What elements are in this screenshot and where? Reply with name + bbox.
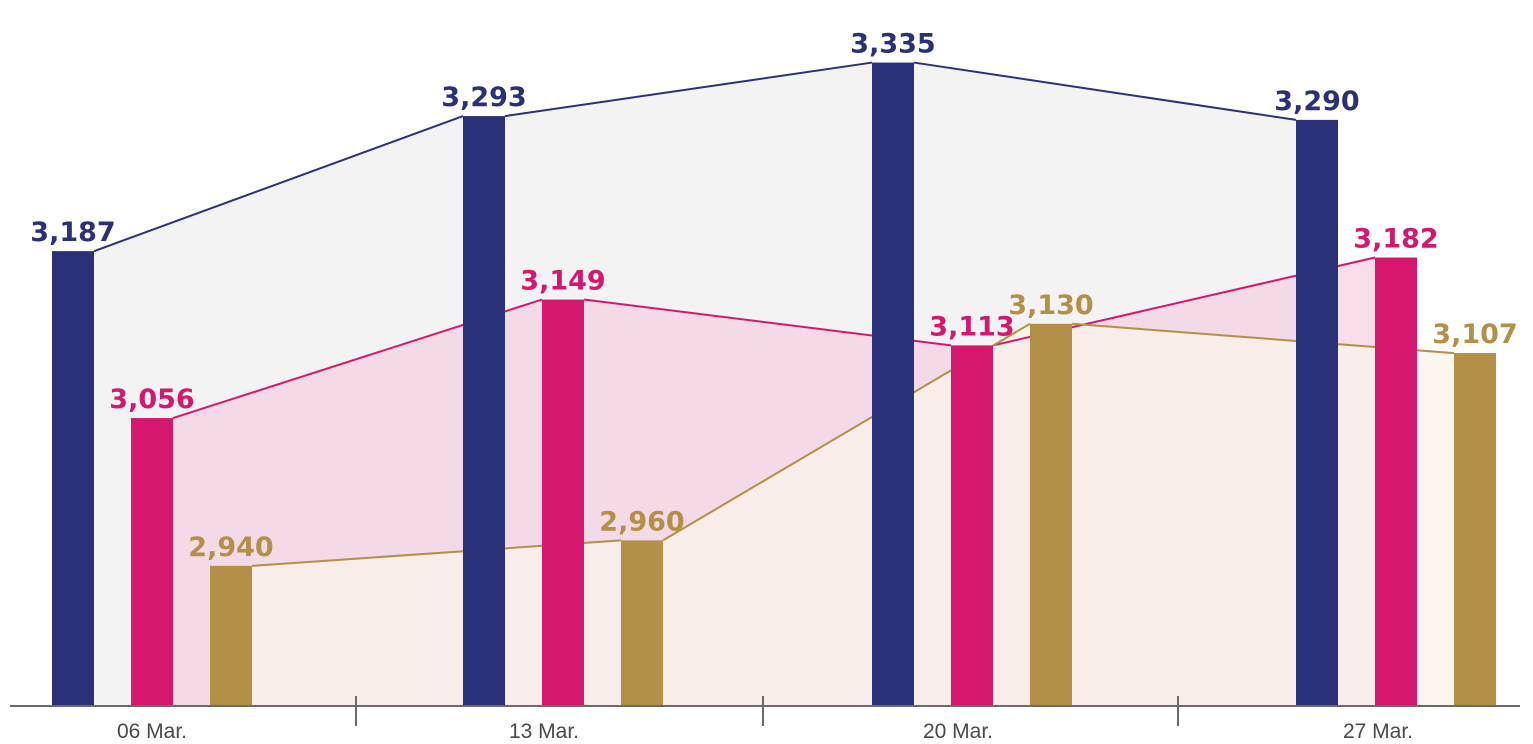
series-1-line-segment [93,115,464,253]
bar-series-3-3 [1030,323,1072,706]
series-1-line-segment [504,61,873,118]
value-label-series-3-3: 3,130 [1008,290,1093,321]
value-label-series-3-1: 2,940 [188,532,273,563]
value-label-series-2-1: 3,056 [109,384,194,415]
x-tick-label-3: 20 Mar. [923,720,993,743]
value-label-series-1-1: 3,187 [30,217,115,248]
bar-series-2-3 [951,345,993,706]
value-label-series-1-4: 3,290 [1274,86,1359,117]
bar-series-1-4 [1296,119,1338,707]
value-label-series-2-4: 3,182 [1353,224,1438,255]
bar-series-2-2 [542,299,584,706]
x-tick-label-1: 06 Mar. [117,720,187,743]
value-label-series-3-4: 3,107 [1432,319,1517,350]
value-label-series-2-3: 3,113 [929,311,1014,342]
value-label-series-2-2: 3,149 [520,266,605,297]
bar-series-1-2 [463,116,505,707]
value-labels: 3,187 3,293 3,335 3,290 3,056 3,149 3,113 3,182… [30,29,1517,563]
bars [52,62,1496,707]
x-tick-label-2: 13 Mar. [509,720,579,743]
x-axis: 06 Mar. 13 Mar. 20 Mar. 27 Mar. [10,696,1520,743]
value-label-series-3-2: 2,960 [599,506,684,537]
bar-series-3-2 [621,540,663,706]
bar-series-2-1 [131,418,173,706]
bar-series-3-1 [210,565,252,706]
x-tick-label-4: 27 Mar. [1343,720,1413,743]
bar-series-2-4 [1375,257,1417,706]
bar-series-1-3 [872,62,914,706]
series-areas [94,62,1496,706]
bar-series-1-1 [52,251,94,706]
value-label-series-1-2: 3,293 [441,82,526,113]
value-label-series-1-3: 3,335 [850,29,935,60]
series-1-line-segment [913,61,1297,121]
bar-series-3-4 [1454,353,1496,706]
